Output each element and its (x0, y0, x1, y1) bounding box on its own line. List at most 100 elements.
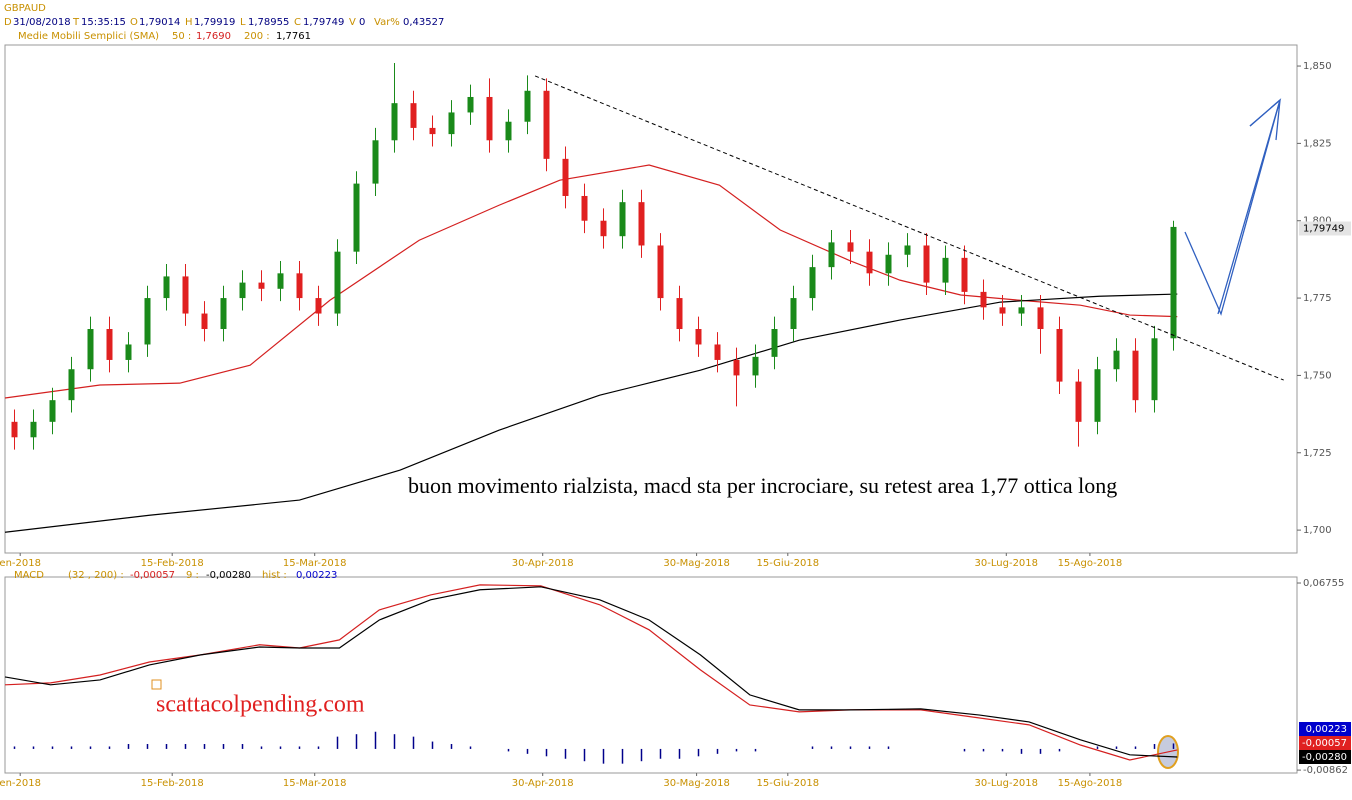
value: 0 (359, 17, 365, 28)
candle-body (999, 307, 1006, 314)
candle-body (543, 90, 550, 159)
key: H (185, 17, 193, 28)
value: -0,00280 (206, 570, 251, 581)
macd-frame (4, 576, 1298, 774)
key: hist : (262, 570, 287, 581)
value: 15:35:15 (81, 17, 126, 28)
candle-body (30, 421, 37, 438)
candle-body (524, 90, 531, 122)
value: 1,78955 (248, 17, 289, 28)
key: T (72, 17, 80, 28)
candle-body (771, 329, 778, 357)
candle-body (638, 202, 645, 246)
y-tick-label: 1,700 (1303, 525, 1332, 536)
key: D (4, 17, 12, 28)
value: 1,7761 (276, 31, 311, 42)
last-value-box (1299, 221, 1351, 236)
candle-body (695, 329, 702, 345)
value: 1,79919 (194, 17, 235, 28)
candle-body (923, 245, 930, 283)
x-tick-label: en-2018 (0, 558, 41, 569)
candle-body (942, 257, 949, 283)
candle-body (866, 251, 873, 274)
sma-title: Medie Mobili Semplici (SMA) (18, 31, 159, 42)
value-box-label: 0,00223 (1306, 724, 1347, 735)
arrow-head (1249, 99, 1281, 127)
sma-line: Medie Mobili Semplici (SMA) 50 : 1,7690 … (18, 31, 311, 42)
x-tick-label: 30-Mag-2018 (663, 558, 730, 569)
candle-body (961, 257, 968, 292)
x-tick-label: 15-Feb-2018 (141, 558, 204, 569)
x-tick-label: en-2018 (0, 778, 41, 789)
candle-body (410, 103, 417, 128)
candle-body (448, 112, 455, 135)
x-tick-label: 15-Giu-2018 (756, 558, 819, 569)
candle-body (429, 127, 436, 135)
key: Var% (374, 17, 400, 28)
candle-body (87, 329, 94, 370)
marker-square (151, 679, 162, 690)
key: 50 : (172, 31, 191, 42)
candle-body (847, 242, 854, 252)
candle-body (581, 195, 588, 221)
value: 31/08/2018 (13, 17, 71, 28)
x-tick-label: 15-Ago-2018 (1058, 558, 1123, 569)
value: -0,00057 (130, 570, 175, 581)
candle-body (68, 369, 75, 401)
candle-body (277, 273, 284, 289)
moving-average (4, 164, 1178, 399)
candle-body (619, 202, 626, 237)
candle-body (885, 254, 892, 274)
candle-body (676, 298, 683, 330)
x-tick-label: 15-Mar-2018 (283, 778, 347, 789)
key: 200 : (244, 31, 270, 42)
candle-body (486, 96, 493, 141)
key: C (294, 17, 301, 28)
candle-body (334, 251, 341, 314)
x-tick-label: 30-Mag-2018 (663, 778, 730, 789)
candle-body (106, 329, 113, 360)
key: O (130, 17, 138, 28)
forecast-arrow (1184, 99, 1281, 316)
candle-body (1113, 350, 1120, 370)
candle-body (505, 121, 512, 141)
candle-body (125, 344, 132, 360)
value: 0,00223 (296, 570, 337, 581)
moving-average (4, 293, 1178, 533)
y-tick-label: 1,800 (1303, 216, 1332, 227)
candle-body (1037, 307, 1044, 330)
y-tick-label: 0,06755 (1303, 578, 1344, 589)
x-tick-label: 30-Lug-2018 (975, 778, 1038, 789)
header-line: D 31/08/2018 T 15:35:15 O 1,79014 H 1,79… (4, 17, 444, 28)
value: 0,43527 (403, 17, 444, 28)
candle-body (163, 276, 170, 299)
candle-body (258, 282, 265, 289)
x-tick-label: 30-Apr-2018 (512, 778, 574, 789)
main-frame (4, 44, 1298, 554)
candle-body (600, 220, 607, 237)
key: V (349, 17, 356, 28)
key: (32 , 200) : (68, 570, 124, 581)
candle-body (1151, 338, 1158, 401)
candle-body (182, 276, 189, 314)
value-box (1299, 722, 1351, 736)
candle-body (714, 344, 721, 360)
y-tick-label: -0,00862 (1303, 765, 1348, 776)
candle-body (828, 242, 835, 268)
trendline (534, 75, 1284, 381)
candle-body (11, 421, 18, 438)
value-box (1299, 736, 1351, 750)
value: 1,79749 (303, 17, 344, 28)
candle-body (904, 245, 911, 255)
value: 1,79014 (139, 17, 180, 28)
candle-body (790, 298, 797, 330)
last-value-label: 1,79749 (1303, 223, 1344, 234)
value-box-label: -0,00280 (1302, 752, 1347, 763)
key: 9 : (186, 570, 199, 581)
candle-body (980, 291, 987, 308)
watermark: scattacolpending.com (156, 692, 365, 718)
y-tick-label: 1,850 (1303, 61, 1332, 72)
x-tick-label: 15-Mar-2018 (283, 558, 347, 569)
